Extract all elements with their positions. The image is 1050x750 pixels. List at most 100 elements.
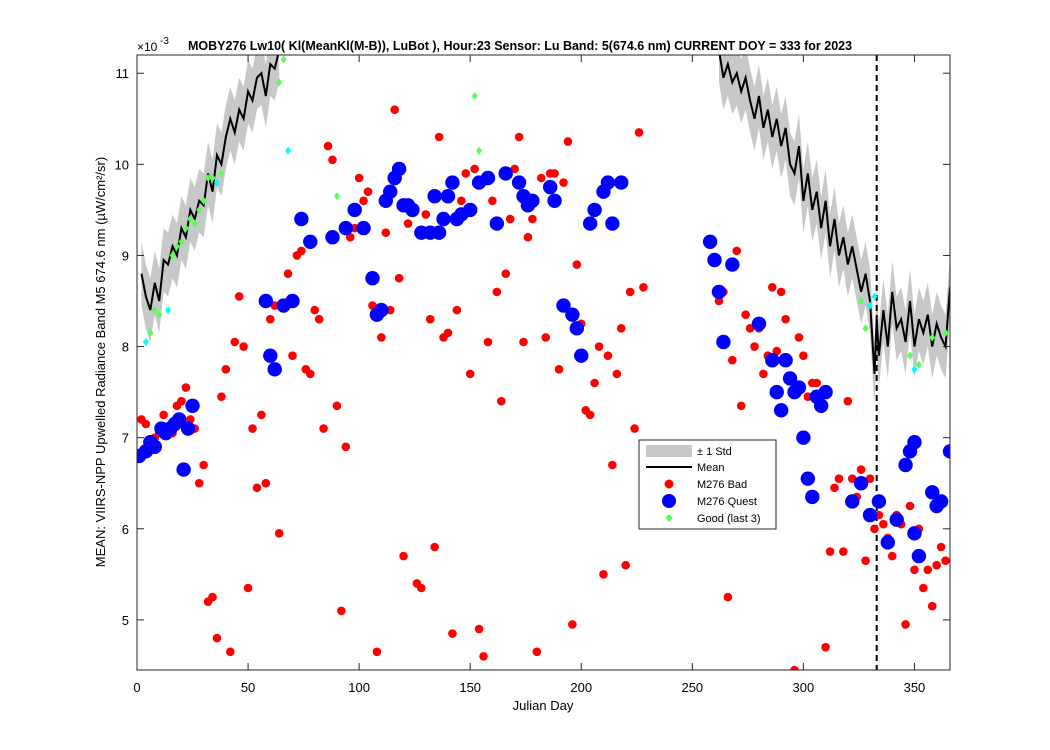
quest-point: [440, 189, 456, 204]
good-point: [942, 328, 949, 337]
bad-point: [572, 260, 582, 269]
bad-point: [417, 583, 426, 593]
quest-point: [172, 412, 187, 427]
bad-point: [736, 401, 746, 411]
x-tick-label: 200: [570, 680, 592, 695]
bad-point: [776, 287, 786, 297]
bad-point: [465, 369, 475, 379]
bad-point: [452, 305, 462, 315]
bad-point: [825, 547, 835, 556]
quest-point: [489, 216, 505, 231]
bad-point: [639, 283, 648, 292]
bad-point: [563, 137, 573, 146]
bad-point: [794, 333, 804, 342]
quest-point: [542, 179, 558, 195]
std-band-0: [141, 55, 280, 342]
quest-point: [338, 220, 354, 236]
quest-point: [605, 216, 620, 231]
quest-point: [303, 234, 318, 249]
bad-point: [159, 410, 168, 420]
bad-point: [772, 346, 782, 356]
quest-point: [405, 202, 420, 218]
quest-point: [818, 384, 833, 400]
x-tick-label: 300: [793, 680, 815, 695]
legend-entry-std: ± 1 Std: [697, 446, 732, 458]
std-band-1: [718, 55, 950, 406]
quest-point: [176, 462, 191, 477]
quest-point: [845, 494, 860, 509]
quest-point: [853, 476, 869, 491]
y-tick-label: 11: [116, 66, 130, 81]
good-point: [205, 174, 212, 182]
bad-point: [856, 465, 866, 474]
quest-point: [871, 494, 887, 509]
bad-point: [536, 173, 546, 183]
plot-area: [137, 55, 950, 670]
good-point: [182, 224, 189, 233]
y-exponent-power: -3: [160, 36, 169, 47]
quest-point: [285, 293, 300, 309]
quest-point: [263, 348, 278, 363]
bad-point: [728, 355, 737, 365]
good-point: [151, 306, 158, 315]
bad-point: [923, 565, 933, 575]
bad-point: [941, 556, 950, 565]
bad-point: [341, 442, 351, 452]
quest-point: [587, 202, 602, 218]
x-tick-label: 0: [133, 680, 140, 695]
bad-point: [767, 283, 777, 292]
quest-point: [511, 175, 527, 190]
bad-point: [843, 396, 853, 406]
quest-point: [907, 526, 922, 541]
x-axis-label: Julian Day: [513, 698, 574, 713]
quest-point: [462, 202, 478, 218]
quest-point: [782, 371, 798, 386]
bad-point: [612, 369, 622, 379]
bad-point: [590, 378, 599, 388]
quest-point: [436, 211, 451, 227]
bad-point: [594, 342, 604, 351]
legend-quest-marker: [662, 494, 676, 508]
quest-point: [725, 257, 740, 272]
good-point: [156, 310, 163, 319]
bad-point: [421, 210, 431, 219]
quest-point: [267, 362, 282, 377]
quest-point: [907, 435, 922, 450]
quest-point: [391, 161, 407, 177]
bad-point: [554, 365, 564, 374]
bad-point: [221, 365, 231, 374]
good-point: [858, 297, 865, 305]
good-point: [333, 192, 340, 201]
bad-point: [621, 560, 630, 570]
bad-point: [297, 246, 306, 256]
x-tick-label: 250: [681, 680, 703, 695]
bad-point: [354, 173, 364, 183]
bad-point: [519, 337, 528, 347]
good-point: [907, 351, 914, 360]
good-point: [915, 360, 922, 369]
bad-point: [230, 337, 240, 347]
bad-point: [381, 228, 391, 237]
bad-point: [723, 592, 733, 602]
bad-point: [470, 164, 479, 174]
legend-std-swatch: [646, 445, 692, 457]
quest-point: [773, 403, 789, 418]
quest-point: [347, 202, 362, 218]
chart-title: MOBY276 Lw10( Kl(MeanKl(M-B)), LuBot ), …: [188, 39, 852, 53]
bad-point: [208, 592, 217, 602]
bad-point: [323, 141, 333, 151]
quest-point: [180, 421, 196, 436]
quest-point: [565, 307, 580, 322]
good-point: [862, 324, 869, 333]
y-axis-label: MEAN: VIIRS-NPP Upwelled Radiance Band M…: [93, 157, 108, 567]
bad-point: [879, 519, 888, 529]
good-point: [471, 92, 478, 100]
y-tick-label: 9: [122, 248, 129, 263]
bad-point: [625, 287, 635, 297]
bad-point: [910, 565, 919, 575]
bad-point: [394, 273, 404, 283]
x-tick-label: 100: [348, 680, 370, 695]
y-exponent-base: ×10: [137, 40, 158, 54]
bad-point: [616, 324, 626, 333]
